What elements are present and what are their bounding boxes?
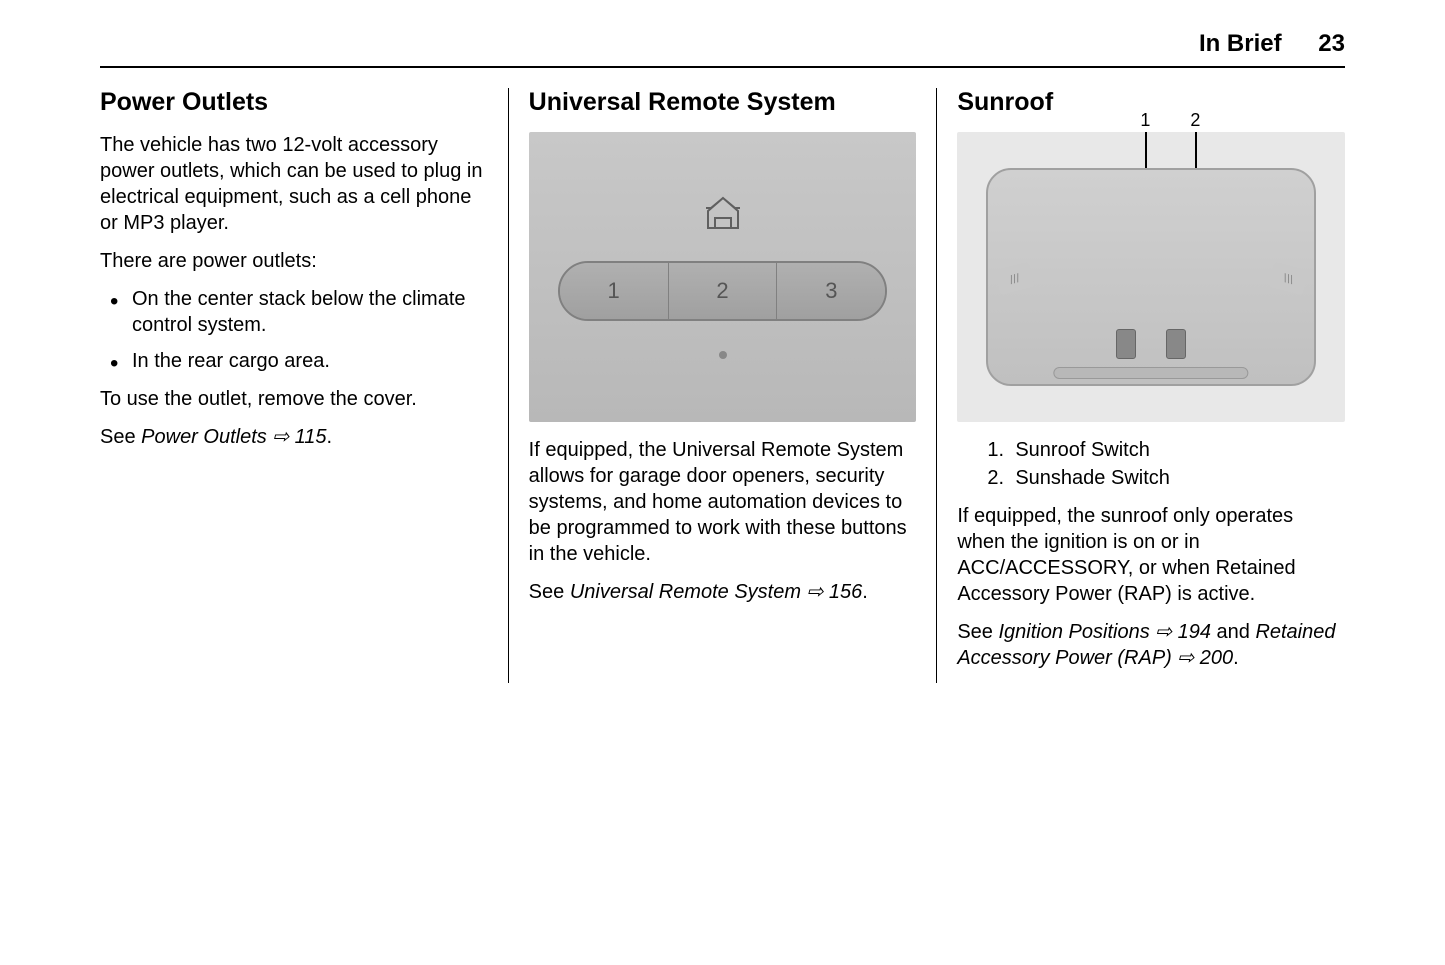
power-outlets-reference: See Power Outlets ⇨ 115. xyxy=(100,424,488,450)
sunshade-switch xyxy=(1166,329,1186,359)
power-outlets-intro: The vehicle has two 12-volt accessory po… xyxy=(100,132,488,236)
column-sunroof: Sunroof 1 2 /// \\\ Sunroof Switch Sunsh… xyxy=(937,88,1345,683)
header-section: In Brief xyxy=(1199,30,1282,57)
house-icon xyxy=(703,196,743,231)
list-item: In the rear cargo area. xyxy=(100,348,488,374)
remote-button-3: 3 xyxy=(777,263,885,319)
side-lights-row: /// \\\ xyxy=(997,266,1306,291)
universal-remote-title: Universal Remote System xyxy=(529,88,917,117)
sunroof-controls xyxy=(1116,329,1186,359)
callout-label-1: 1 xyxy=(1140,110,1150,131)
power-outlets-list-intro: There are power outlets: xyxy=(100,248,488,274)
indicator-dot xyxy=(719,351,727,359)
remote-button-2: 2 xyxy=(669,263,778,319)
remote-button-panel: 1 2 3 xyxy=(558,261,888,321)
cross-reference-link: Universal Remote System ⇨ 156 xyxy=(570,581,862,603)
column-power-outlets: Power Outlets The vehicle has two 12-vol… xyxy=(100,88,509,683)
sunroof-legend: Sunroof Switch Sunshade Switch xyxy=(957,437,1345,491)
legend-item: Sunroof Switch xyxy=(987,437,1345,463)
power-outlets-title: Power Outlets xyxy=(100,88,488,117)
legend-item: Sunshade Switch xyxy=(987,465,1345,491)
remote-button-1: 1 xyxy=(560,263,669,319)
sunroof-switch xyxy=(1116,329,1136,359)
power-outlets-usage: To use the outlet, remove the cover. xyxy=(100,386,488,412)
universal-remote-description: If equipped, the Universal Remote System… xyxy=(529,437,917,567)
sunroof-panel: /// \\\ xyxy=(986,168,1316,386)
universal-remote-reference: See Universal Remote System ⇨ 156. xyxy=(529,579,917,605)
power-outlets-list: On the center stack below the climate co… xyxy=(100,286,488,374)
reading-light-right: \\\ xyxy=(1268,262,1308,295)
list-item: On the center stack below the climate co… xyxy=(100,286,488,338)
universal-remote-diagram: 1 2 3 xyxy=(529,132,917,422)
content-columns: Power Outlets The vehicle has two 12-vol… xyxy=(100,88,1345,683)
cross-reference-link: Ignition Positions ⇨ 194 xyxy=(999,621,1211,643)
sunroof-description: If equipped, the sunroof only operates w… xyxy=(957,503,1345,607)
sunroof-reference: See Ignition Positions ⇨ 194 and Retaine… xyxy=(957,619,1345,671)
page-header: In Brief 23 xyxy=(100,30,1345,68)
header-page-number: 23 xyxy=(1318,30,1345,57)
reading-light-left: /// xyxy=(994,262,1034,295)
column-universal-remote: Universal Remote System 1 2 3 If equippe… xyxy=(509,88,938,683)
sunroof-title: Sunroof xyxy=(957,88,1345,117)
cross-reference-link: Power Outlets ⇨ 115 xyxy=(141,426,326,448)
callout-label-2: 2 xyxy=(1190,110,1200,131)
sunroof-diagram: 1 2 /// \\\ xyxy=(957,132,1345,422)
bottom-panel xyxy=(1054,367,1249,379)
